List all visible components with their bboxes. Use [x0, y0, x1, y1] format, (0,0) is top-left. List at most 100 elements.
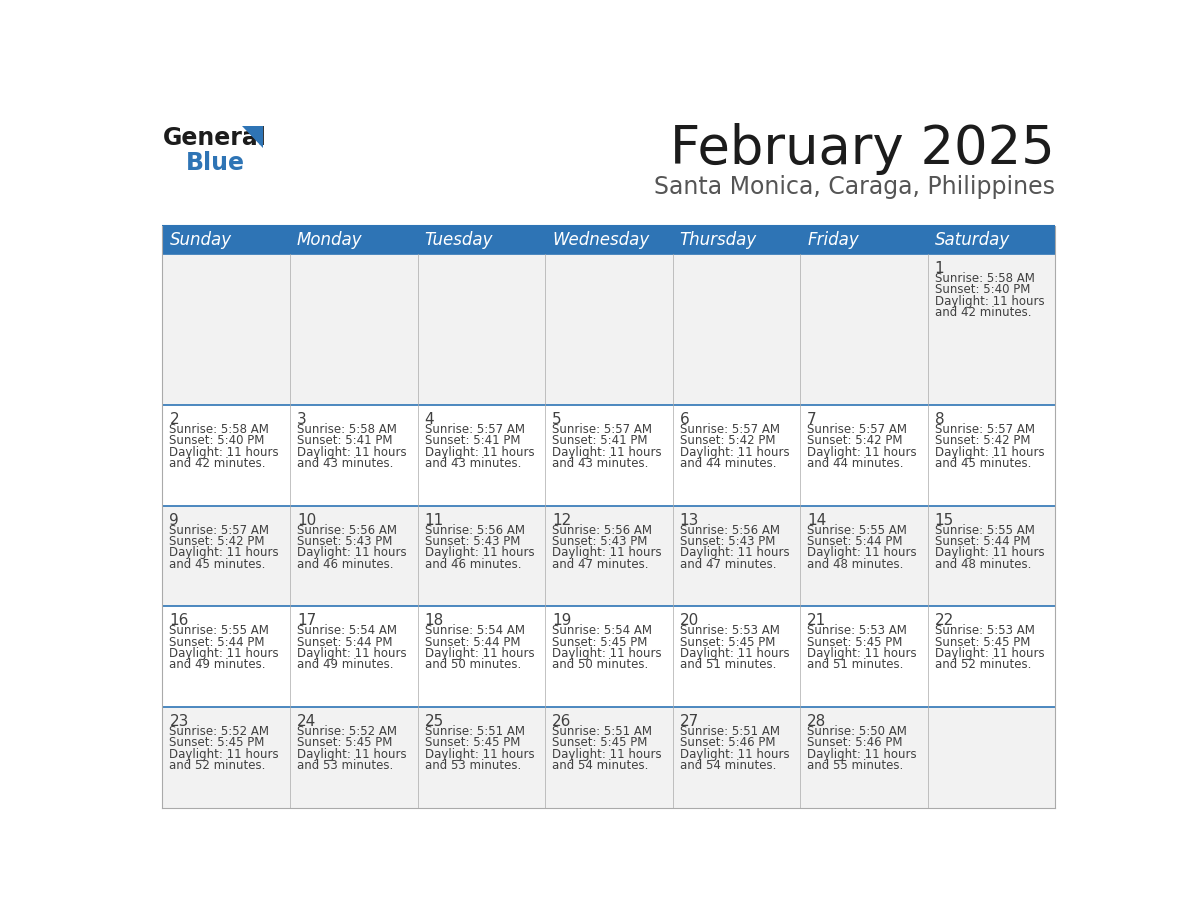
Text: 7: 7	[807, 412, 817, 427]
Text: Daylight: 11 hours: Daylight: 11 hours	[170, 747, 279, 761]
Text: Sunrise: 5:56 AM: Sunrise: 5:56 AM	[680, 523, 779, 536]
Text: 3: 3	[297, 412, 307, 427]
Text: Daylight: 11 hours: Daylight: 11 hours	[552, 445, 662, 459]
Text: Sunrise: 5:54 AM: Sunrise: 5:54 AM	[552, 624, 652, 637]
Text: Daylight: 11 hours: Daylight: 11 hours	[807, 445, 917, 459]
Text: Sunset: 5:40 PM: Sunset: 5:40 PM	[935, 284, 1030, 297]
Text: Sunset: 5:44 PM: Sunset: 5:44 PM	[297, 635, 392, 648]
Bar	[801, 607, 928, 707]
Text: Sunset: 5:43 PM: Sunset: 5:43 PM	[552, 535, 647, 548]
Text: Daylight: 11 hours: Daylight: 11 hours	[935, 546, 1044, 559]
Text: 1: 1	[935, 261, 944, 276]
Text: and 52 minutes.: and 52 minutes.	[170, 759, 266, 772]
Text: 14: 14	[807, 513, 827, 528]
Bar	[417, 226, 545, 254]
Text: and 44 minutes.: and 44 minutes.	[680, 457, 776, 470]
Text: and 54 minutes.: and 54 minutes.	[680, 759, 776, 772]
Bar	[163, 506, 290, 607]
Text: Sunset: 5:45 PM: Sunset: 5:45 PM	[807, 635, 903, 648]
Bar	[928, 226, 1055, 254]
Bar	[801, 405, 928, 506]
Text: 12: 12	[552, 513, 571, 528]
Text: Sunrise: 5:56 AM: Sunrise: 5:56 AM	[424, 523, 525, 536]
Text: Wednesday: Wednesday	[552, 231, 650, 249]
Text: and 52 minutes.: and 52 minutes.	[935, 658, 1031, 671]
Text: Sunrise: 5:55 AM: Sunrise: 5:55 AM	[807, 523, 906, 536]
Text: Daylight: 11 hours: Daylight: 11 hours	[170, 546, 279, 559]
Bar	[672, 607, 801, 707]
Text: Sunrise: 5:55 AM: Sunrise: 5:55 AM	[170, 624, 270, 637]
Text: 27: 27	[680, 714, 699, 729]
Bar	[928, 405, 1055, 506]
Bar	[417, 707, 545, 808]
Text: Sunday: Sunday	[170, 231, 232, 249]
Text: 8: 8	[935, 412, 944, 427]
Bar	[417, 506, 545, 607]
Bar	[801, 707, 928, 808]
Text: 21: 21	[807, 613, 827, 629]
Text: Saturday: Saturday	[935, 231, 1010, 249]
Text: and 43 minutes.: and 43 minutes.	[297, 457, 393, 470]
Text: Sunset: 5:42 PM: Sunset: 5:42 PM	[680, 434, 775, 447]
Text: and 48 minutes.: and 48 minutes.	[935, 558, 1031, 571]
Text: Sunrise: 5:57 AM: Sunrise: 5:57 AM	[552, 423, 652, 436]
Bar	[417, 254, 545, 405]
Bar	[417, 405, 545, 506]
Text: Sunset: 5:44 PM: Sunset: 5:44 PM	[424, 635, 520, 648]
Text: Sunset: 5:43 PM: Sunset: 5:43 PM	[680, 535, 775, 548]
Text: and 48 minutes.: and 48 minutes.	[807, 558, 904, 571]
Text: Friday: Friday	[807, 231, 859, 249]
Text: and 53 minutes.: and 53 minutes.	[424, 759, 520, 772]
Text: and 45 minutes.: and 45 minutes.	[935, 457, 1031, 470]
Text: 4: 4	[424, 412, 434, 427]
Bar	[290, 707, 417, 808]
Text: Sunset: 5:44 PM: Sunset: 5:44 PM	[935, 535, 1030, 548]
Text: Sunrise: 5:53 AM: Sunrise: 5:53 AM	[935, 624, 1035, 637]
Text: Daylight: 11 hours: Daylight: 11 hours	[680, 546, 789, 559]
Text: Santa Monica, Caraga, Philippines: Santa Monica, Caraga, Philippines	[655, 174, 1055, 199]
Text: Sunrise: 5:54 AM: Sunrise: 5:54 AM	[297, 624, 397, 637]
Text: and 47 minutes.: and 47 minutes.	[552, 558, 649, 571]
Text: 20: 20	[680, 613, 699, 629]
Text: 18: 18	[424, 613, 444, 629]
Bar	[545, 506, 672, 607]
Text: 9: 9	[170, 513, 179, 528]
Bar	[545, 226, 672, 254]
Text: Sunrise: 5:52 AM: Sunrise: 5:52 AM	[297, 725, 397, 738]
Text: 26: 26	[552, 714, 571, 729]
Text: 5: 5	[552, 412, 562, 427]
Bar	[545, 254, 672, 405]
Text: Tuesday: Tuesday	[424, 231, 493, 249]
Text: Sunset: 5:41 PM: Sunset: 5:41 PM	[297, 434, 392, 447]
Text: 15: 15	[935, 513, 954, 528]
Bar	[928, 506, 1055, 607]
Text: Sunset: 5:45 PM: Sunset: 5:45 PM	[552, 736, 647, 749]
Text: Sunrise: 5:57 AM: Sunrise: 5:57 AM	[170, 523, 270, 536]
Text: and 50 minutes.: and 50 minutes.	[424, 658, 520, 671]
Bar	[672, 506, 801, 607]
Text: Daylight: 11 hours: Daylight: 11 hours	[424, 647, 535, 660]
Text: Sunrise: 5:57 AM: Sunrise: 5:57 AM	[680, 423, 779, 436]
Text: and 49 minutes.: and 49 minutes.	[170, 658, 266, 671]
Text: Sunset: 5:41 PM: Sunset: 5:41 PM	[552, 434, 647, 447]
Text: Sunset: 5:41 PM: Sunset: 5:41 PM	[424, 434, 520, 447]
Bar	[928, 607, 1055, 707]
Text: and 51 minutes.: and 51 minutes.	[680, 658, 776, 671]
Text: Sunset: 5:42 PM: Sunset: 5:42 PM	[807, 434, 903, 447]
Text: Sunset: 5:45 PM: Sunset: 5:45 PM	[680, 635, 775, 648]
Text: Sunset: 5:44 PM: Sunset: 5:44 PM	[170, 635, 265, 648]
Text: Daylight: 11 hours: Daylight: 11 hours	[552, 546, 662, 559]
Text: and 42 minutes.: and 42 minutes.	[170, 457, 266, 470]
Text: Blue: Blue	[185, 151, 245, 175]
Text: Sunset: 5:42 PM: Sunset: 5:42 PM	[170, 535, 265, 548]
Bar	[163, 607, 290, 707]
Text: Daylight: 11 hours: Daylight: 11 hours	[807, 546, 917, 559]
Text: 16: 16	[170, 613, 189, 629]
Bar	[545, 707, 672, 808]
Text: Sunrise: 5:51 AM: Sunrise: 5:51 AM	[680, 725, 779, 738]
Text: Daylight: 11 hours: Daylight: 11 hours	[552, 647, 662, 660]
Text: 13: 13	[680, 513, 699, 528]
Text: 22: 22	[935, 613, 954, 629]
Text: Sunset: 5:42 PM: Sunset: 5:42 PM	[935, 434, 1030, 447]
Text: Daylight: 11 hours: Daylight: 11 hours	[935, 647, 1044, 660]
